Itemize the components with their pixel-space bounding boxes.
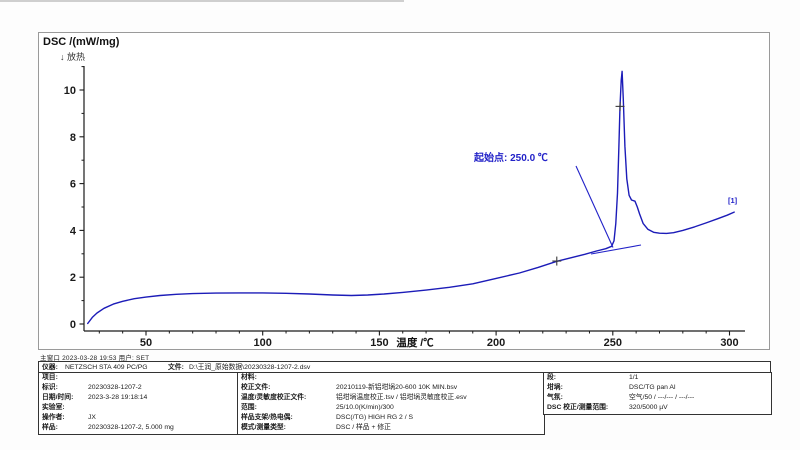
table-row-label: 坩埚: xyxy=(547,384,563,391)
table-row-value: 铝坩埚温度校正.tsv / 铝坩埚灵敏度校正.esv xyxy=(336,394,467,401)
table-row: 标识: 20230328-1207-2 xyxy=(39,383,238,393)
table-row-label: DSC 校正/测量范围: xyxy=(547,404,609,411)
table-row-label: 材料: xyxy=(241,374,257,381)
table-row: 样品: 20230328-1207-2, 5.000 mg xyxy=(39,423,238,433)
table-row-label: 标识: xyxy=(42,384,58,391)
table-row-label: 温度/灵敏度校正文件: xyxy=(241,394,307,401)
table-row-label: 校正文件: xyxy=(241,384,271,391)
table-row-label: 气氛: xyxy=(547,394,563,401)
table-row-value: DSC/TG pan Al xyxy=(629,384,676,391)
table-row-value: 320/5000 µV xyxy=(629,404,668,411)
table-row-label: 项目: xyxy=(42,374,58,381)
table-row-value: 2023-3-28 19:18:14 xyxy=(88,394,148,401)
table-row-value: DSC(/TG) HIGH RG 2 / S xyxy=(336,414,414,421)
chart-frame xyxy=(38,32,770,350)
table-row-value: DSC / 样品 + 修正 xyxy=(336,424,391,431)
table-row: 范围: 25/10.0(K/min)/300 xyxy=(238,403,544,413)
table-row-value: 20210119-新铝坩埚20-600 10K MIN.bsv xyxy=(336,384,458,391)
metadata-column-sample: 项目: 标识: 20230328-1207-2 日期/时间: 2023-3-28 19:… xyxy=(38,372,239,435)
table-row: 模式/测量类型: DSC / 样品 + 修正 xyxy=(238,423,544,433)
x-axis-title: 温度 /℃ xyxy=(396,337,434,349)
table-row-value: 25/10.0(K/min)/300 xyxy=(336,404,394,411)
table-row-label: 操作者: xyxy=(42,414,65,421)
table-row: 校正文件: 20210119-新铝坩埚20-600 10K MIN.bsv xyxy=(238,383,544,393)
table-row-value: 1/1 xyxy=(629,374,639,381)
table-row-value: 20230328-1207-2 xyxy=(88,384,142,391)
instrument-label: 仪器: xyxy=(42,364,58,371)
window-edge-line xyxy=(0,0,404,2)
y-axis-title: DSC /(mW/mg) xyxy=(43,36,120,48)
table-row-label: 样品支架/热电偶: xyxy=(241,414,293,421)
table-row-label: 日期/时间: xyxy=(42,394,74,401)
table-row: 温度/灵敏度校正文件: 铝坩埚温度校正.tsv / 铝坩埚灵敏度校正.esv xyxy=(238,393,544,403)
table-row-value: 20230328-1207-2, 5.000 mg xyxy=(88,424,174,431)
table-row-label: 样品: xyxy=(42,424,58,431)
status-line: 主窗口 2023-03-28 19:53 用户: SET xyxy=(40,355,150,362)
metadata-column-calibration: 材料: 校正文件: 20210119-新铝坩埚20-600 10K MIN.bsv 温… xyxy=(237,372,545,435)
table-row: 操作者: JX xyxy=(39,413,238,423)
table-row: 样品支架/热电偶: DSC(/TG) HIGH RG 2 / S xyxy=(238,413,544,423)
file-path-value: D:\王润_原始数据\20230328-1207-2.dsv xyxy=(189,364,311,371)
table-row-value: 空气/50 / ---/--- / ---/--- xyxy=(629,394,695,401)
table-row: 日期/时间: 2023-3-28 19:18:14 xyxy=(39,393,238,403)
curve-end-label: [1] xyxy=(728,196,738,205)
table-row: 材料: xyxy=(238,373,544,383)
table-row: DSC 校正/测量范围: 320/5000 µV xyxy=(544,403,771,413)
onset-annotation: 起始点: 250.0 ℃ xyxy=(474,153,548,164)
file-label: 文件: xyxy=(168,364,184,371)
metadata-column-conditions: 段: 1/1 坩埚: DSC/TG pan Al 气氛: 空气/50 / ---/--- … xyxy=(543,372,772,415)
table-row: 气氛: 空气/50 / ---/--- / ---/--- xyxy=(544,393,771,403)
table-row-value: JX xyxy=(88,414,96,421)
exothermic-direction-label: ↓ 放热 xyxy=(60,52,86,62)
instrument-value: NETZSCH STA 409 PC/PG xyxy=(65,364,148,371)
table-row-label: 实验室: xyxy=(42,404,65,411)
table-row-label: 段: xyxy=(547,374,557,381)
table-row: 实验室: xyxy=(39,403,238,413)
table-row: 段: 1/1 xyxy=(544,373,771,383)
table-row: 坩埚: DSC/TG pan Al xyxy=(544,383,771,393)
table-row-label: 模式/测量类型: xyxy=(241,424,286,431)
table-row-label: 范围: xyxy=(241,404,257,411)
table-row: 项目: xyxy=(39,373,238,383)
